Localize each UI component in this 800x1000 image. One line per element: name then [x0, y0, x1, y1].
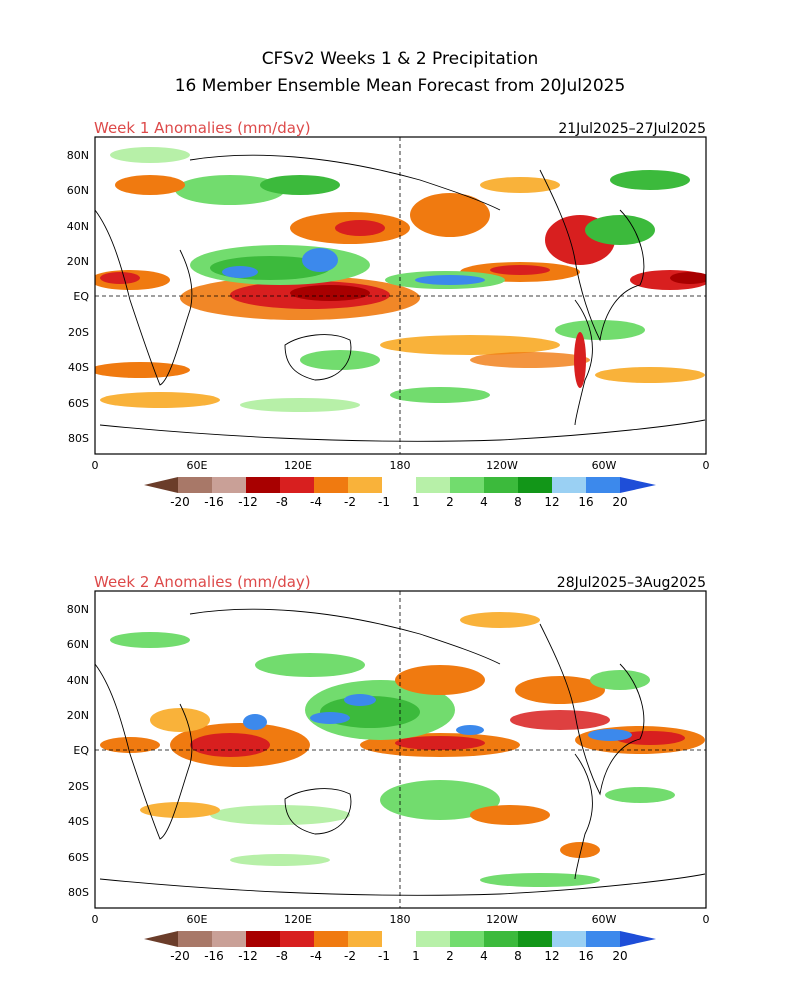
lat-label: 60S	[68, 851, 89, 864]
colorbar-label: 16	[578, 495, 593, 509]
panel-week1: Week 1 Anomalies (mm/day) 21Jul2025–27Ju…	[67, 119, 710, 509]
colorbar-label: -12	[238, 495, 258, 509]
colorbar-label: -16	[204, 495, 224, 509]
colorbar-label: 12	[544, 949, 559, 963]
lon-label: 60E	[187, 913, 208, 926]
lat-label: 20S	[68, 780, 89, 793]
colorbar-label: 8	[514, 949, 522, 963]
lat-label: 40S	[68, 815, 89, 828]
lon-label: 0	[92, 459, 99, 472]
colorbar: -20 -16 -12 -8 -4 -2 -1 1 2 4 8 12 16 20	[144, 477, 656, 509]
colorbar-label: -16	[204, 949, 224, 963]
colorbar-label: 16	[578, 949, 593, 963]
panel-title: Week 1 Anomalies (mm/day)	[94, 119, 311, 137]
colorbar-label: 1	[412, 949, 420, 963]
lat-label: 20S	[68, 326, 89, 339]
lon-label: 120W	[486, 459, 518, 472]
colorbar-label: -2	[344, 949, 356, 963]
colorbar-label: 8	[514, 495, 522, 509]
panel-dates: 28Jul2025–3Aug2025	[557, 575, 706, 591]
map-frame	[94, 590, 707, 909]
lat-axis: 80N 60N 40N 20N EQ 20S 40S 60S 80S	[67, 149, 90, 445]
colorbar-label: 1	[412, 495, 420, 509]
lat-label: 80N	[67, 603, 89, 616]
coastlines	[94, 608, 706, 896]
panel-dates: 21Jul2025–27Jul2025	[558, 121, 706, 137]
lat-label: 40N	[67, 220, 89, 233]
colorbar-label: -20	[170, 949, 190, 963]
colorbar-label: 12	[544, 495, 559, 509]
colorbar-label: -4	[310, 949, 322, 963]
lat-label: 60S	[68, 397, 89, 410]
colorbar-label: -2	[344, 495, 356, 509]
colorbar-label: -1	[378, 495, 390, 509]
colorbar-label: 20	[612, 949, 627, 963]
lat-label: 60N	[67, 638, 89, 651]
panel-title: Week 2 Anomalies (mm/day)	[94, 573, 311, 591]
lat-label: 40S	[68, 361, 89, 374]
lat-label: EQ	[73, 744, 89, 757]
lon-label: 60E	[187, 459, 208, 472]
lat-label: 20N	[67, 709, 89, 722]
colorbar-label: 4	[480, 949, 488, 963]
lon-label: 0	[703, 913, 710, 926]
colorbar-label: -20	[170, 495, 190, 509]
lon-label: 180	[390, 459, 411, 472]
lat-label: 20N	[67, 255, 89, 268]
lon-label: 60W	[592, 913, 617, 926]
colorbar-high-arrow	[620, 931, 656, 947]
colorbar-label: 2	[446, 949, 454, 963]
lat-label: 60N	[67, 184, 89, 197]
colorbar-label: 2	[446, 495, 454, 509]
colorbar-high-arrow	[620, 477, 656, 493]
lat-label: 40N	[67, 674, 89, 687]
lon-label: 120E	[284, 459, 312, 472]
lon-label: 0	[92, 913, 99, 926]
colorbar-label: -8	[276, 495, 288, 509]
colorbar: -20 -16 -12 -8 -4 -2 -1 1 2 4 8 12 16 20	[144, 931, 656, 963]
anomaly-field	[95, 591, 706, 908]
colorbar-label: -12	[238, 949, 258, 963]
map-frame	[94, 136, 707, 455]
figure-title: CFSv2 Weeks 1 & 2 Precipitation	[262, 49, 539, 69]
colorbar-label: 20	[612, 495, 627, 509]
lat-axis: 80N 60N 40N 20N EQ 20S 40S 60S 80S	[67, 603, 90, 899]
lat-label: 80S	[68, 886, 89, 899]
anomaly-field	[95, 137, 706, 454]
panel-week2: Week 2 Anomalies (mm/day) 28Jul2025–3Aug…	[67, 573, 710, 963]
colorbar-low-arrow	[144, 931, 178, 947]
lat-label: 80N	[67, 149, 89, 162]
lon-label: 120W	[486, 913, 518, 926]
colorbar-label: -8	[276, 949, 288, 963]
lat-label: EQ	[73, 290, 89, 303]
colorbar-label: -1	[378, 949, 390, 963]
lon-label: 180	[390, 913, 411, 926]
lon-label: 120E	[284, 913, 312, 926]
coastlines	[94, 154, 706, 442]
lon-axis: 0 60E 120E 180 120W 60W 0	[92, 913, 710, 926]
lat-label: 80S	[68, 432, 89, 445]
colorbar-label: -4	[310, 495, 322, 509]
figure-subtitle: 16 Member Ensemble Mean Forecast from 20…	[175, 76, 626, 96]
colorbar-label: 4	[480, 495, 488, 509]
lon-label: 0	[703, 459, 710, 472]
lon-axis: 0 60E 120E 180 120W 60W 0	[92, 459, 710, 472]
colorbar-low-arrow	[144, 477, 178, 493]
lon-label: 60W	[592, 459, 617, 472]
